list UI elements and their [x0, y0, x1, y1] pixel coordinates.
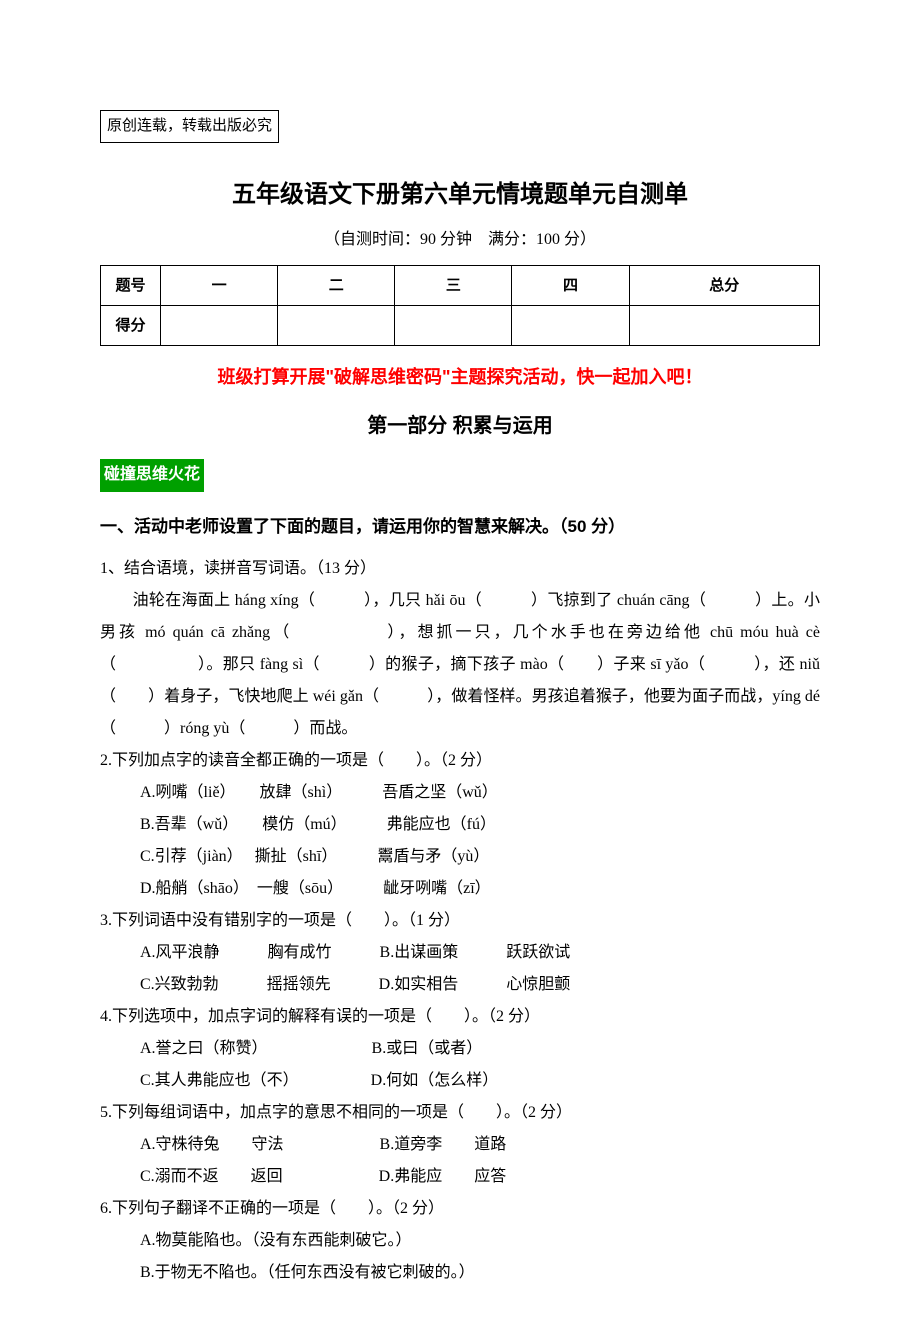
q3-opt-line2: C.兴致勃勃 摇摇领先 D.如实相告 心惊胆颤	[100, 969, 820, 1001]
table-row-header: 题号 一 二 三 四 总分	[101, 265, 820, 305]
cell-empty	[629, 305, 819, 345]
q6-opt-b: B.于物无不陷也。（任何东西没有被它刺破的。）	[100, 1257, 820, 1289]
cell-label: 题号	[101, 265, 161, 305]
activity-line: 班级打算开展"破解思维密码"主题探究活动，快一起加入吧！	[100, 361, 820, 393]
tag-label: 碰撞思维火花	[100, 459, 204, 492]
q2-opt-a: A.咧嘴（liě） 放肆（shì） 吾盾之坚（wǔ）	[100, 777, 820, 809]
q1-body: 油轮在海面上 háng xíng（ ），几只 hǎi ōu（ ）飞掠到了 chu…	[100, 585, 820, 745]
q4-opt-line2: C.其人弗能应也（不） D.何如（怎么样）	[100, 1065, 820, 1097]
heading-one: 一、活动中老师设置了下面的题目，请运用你的智慧来解决。（50 分）	[100, 512, 820, 543]
question-2: 2.下列加点字的读音全都正确的一项是（ ）。（2 分） A.咧嘴（liě） 放肆…	[100, 745, 820, 905]
q1-prompt: 1、结合语境，读拼音写词语。（13 分）	[100, 553, 820, 585]
q2-opt-d: D.船艄（shāo） 一艘（sōu） 龇牙咧嘴（zī）	[100, 873, 820, 905]
cell: 总分	[629, 265, 819, 305]
question-5: 5.下列每组词语中，加点字的意思不相同的一项是（ ）。（2 分） A.守株待兔 …	[100, 1097, 820, 1193]
question-3: 3.下列词语中没有错别字的一项是（ ）。（1 分） A.风平浪静 胸有成竹 B.…	[100, 905, 820, 1001]
cell-empty	[278, 305, 395, 345]
q5-opt-line2: C.溺而不返 返回 D.弗能应 应答	[100, 1161, 820, 1193]
q4-opt-line1: A.誉之曰（称赞） B.或曰（或者）	[100, 1033, 820, 1065]
notice-box: 原创连载，转载出版必究	[100, 110, 279, 143]
subtitle: （自测时间：90 分钟 满分：100 分）	[100, 226, 820, 255]
q2-opt-c: C.引荐（jiàn） 撕扯（shī） 鬻盾与矛（yù）	[100, 841, 820, 873]
question-4: 4.下列选项中，加点字词的解释有误的一项是（ ）。（2 分） A.誉之曰（称赞）…	[100, 1001, 820, 1097]
cell-empty	[512, 305, 629, 345]
q6-opt-a: A.物莫能陷也。（没有东西能刺破它。）	[100, 1225, 820, 1257]
notice-text: 原创连载，转载出版必究	[107, 118, 272, 134]
q6-prompt: 6.下列句子翻译不正确的一项是（ ）。（2 分）	[100, 1193, 820, 1225]
cell: 二	[278, 265, 395, 305]
score-table: 题号 一 二 三 四 总分 得分	[100, 265, 820, 346]
q3-opt-line1: A.风平浪静 胸有成竹 B.出谋画策 跃跃欲试	[100, 937, 820, 969]
q5-opt-line1: A.守株待兔 守法 B.道旁李 道路	[100, 1129, 820, 1161]
section-title: 第一部分 积累与运用	[100, 408, 820, 444]
cell-empty	[395, 305, 512, 345]
question-6: 6.下列句子翻译不正确的一项是（ ）。（2 分） A.物莫能陷也。（没有东西能刺…	[100, 1193, 820, 1289]
cell-label: 得分	[101, 305, 161, 345]
q2-prompt: 2.下列加点字的读音全都正确的一项是（ ）。（2 分）	[100, 745, 820, 777]
q5-prompt: 5.下列每组词语中，加点字的意思不相同的一项是（ ）。（2 分）	[100, 1097, 820, 1129]
page-title: 五年级语文下册第六单元情境题单元自测单	[100, 173, 820, 216]
question-1: 1、结合语境，读拼音写词语。（13 分） 油轮在海面上 háng xíng（ ）…	[100, 553, 820, 745]
cell: 一	[161, 265, 278, 305]
table-row-score: 得分	[101, 305, 820, 345]
cell-empty	[161, 305, 278, 345]
cell: 四	[512, 265, 629, 305]
cell: 三	[395, 265, 512, 305]
q4-prompt: 4.下列选项中，加点字词的解释有误的一项是（ ）。（2 分）	[100, 1001, 820, 1033]
q3-prompt: 3.下列词语中没有错别字的一项是（ ）。（1 分）	[100, 905, 820, 937]
tag-wrapper: 碰撞思维火花	[100, 459, 820, 502]
q2-opt-b: B.吾辈（wǔ） 模仿（mú） 弗能应也（fú）	[100, 809, 820, 841]
